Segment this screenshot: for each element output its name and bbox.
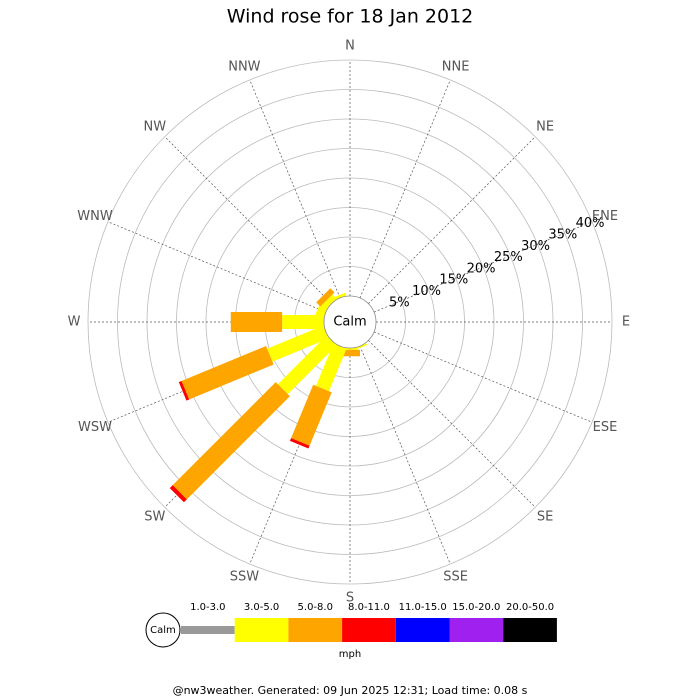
direction-label: N xyxy=(345,39,355,54)
r-tick-label: 25% xyxy=(494,250,523,265)
spoke xyxy=(359,79,451,299)
legend-label: 11.0-15.0 xyxy=(399,602,447,613)
spoke xyxy=(249,79,341,299)
legend-label: 20.0-50.0 xyxy=(506,602,554,613)
r-tick-label: 20% xyxy=(467,261,496,276)
spoke xyxy=(373,331,593,423)
legend-calm-label: Calm xyxy=(150,625,176,636)
bar-segment xyxy=(315,343,347,392)
direction-label: ENE xyxy=(592,209,618,224)
bar-segment xyxy=(332,292,347,301)
calm-circle xyxy=(323,295,377,349)
direction-label: NW xyxy=(144,119,167,134)
direction-label: SE xyxy=(537,510,553,525)
spoke xyxy=(373,221,593,313)
bar-segment xyxy=(277,335,337,395)
direction-label: NE xyxy=(536,119,554,134)
legend-label: 15.0-20.0 xyxy=(452,602,500,613)
bar-segment xyxy=(169,485,187,503)
direction-label: WSW xyxy=(78,420,112,435)
bar-segment xyxy=(291,384,332,446)
grid-ring xyxy=(117,89,583,555)
r-tick-label: 30% xyxy=(521,239,550,254)
legend-swatch xyxy=(449,618,504,642)
direction-label: SSW xyxy=(230,569,260,584)
bar-segment xyxy=(282,315,324,329)
direction-label: ESE xyxy=(593,420,618,435)
spoke xyxy=(368,136,536,304)
bar-segment xyxy=(181,345,274,400)
direction-label: NNE xyxy=(442,60,470,75)
bar-segment xyxy=(289,438,310,449)
bar-segment xyxy=(316,288,335,307)
bar-segment xyxy=(172,382,290,500)
r-tick-label: 10% xyxy=(412,284,441,299)
legend-swatch xyxy=(395,618,450,642)
direction-label: WNW xyxy=(77,209,113,224)
direction-label: SW xyxy=(144,510,165,525)
legend-label: 8.0-11.0 xyxy=(348,602,390,613)
grid-ring xyxy=(87,59,613,585)
footer: @nw3weather. Generated: 09 Jun 2025 12:3… xyxy=(173,684,528,697)
calm-label: Calm xyxy=(333,315,366,330)
r-tick-label: 35% xyxy=(548,228,577,243)
bar-segment xyxy=(340,349,360,357)
spoke xyxy=(107,221,327,313)
bar-segment xyxy=(343,348,357,350)
grid-ring xyxy=(176,148,524,496)
legend-label: 3.0-5.0 xyxy=(244,602,279,613)
legend-calm xyxy=(145,612,181,648)
direction-label: NNW xyxy=(228,60,260,75)
legend-label: 5.0-8.0 xyxy=(298,602,333,613)
legend-swatch xyxy=(503,618,557,642)
legend-swatch xyxy=(234,618,289,642)
spoke xyxy=(164,136,332,304)
r-tick-label: 40% xyxy=(576,216,605,231)
bar-segment xyxy=(178,380,190,401)
legend-label: 1.0-3.0 xyxy=(190,602,225,613)
spoke xyxy=(368,340,536,508)
legend-swatch xyxy=(181,626,235,634)
r-tick-label: 5% xyxy=(389,295,410,310)
direction-label: S xyxy=(346,591,354,606)
direction-label: SSE xyxy=(443,569,468,584)
bar-segment xyxy=(267,325,329,362)
bar-segment xyxy=(230,312,283,332)
legend-swatch xyxy=(288,618,343,642)
chart-title: Wind rose for 18 Jan 2012 xyxy=(227,6,474,28)
direction-label: W xyxy=(68,315,81,330)
spoke xyxy=(249,345,341,565)
spoke xyxy=(359,345,451,565)
r-tick-label: 15% xyxy=(439,273,468,288)
legend-unit: mph xyxy=(339,649,361,660)
legend-swatch xyxy=(342,618,396,642)
direction-label: E xyxy=(622,315,630,330)
